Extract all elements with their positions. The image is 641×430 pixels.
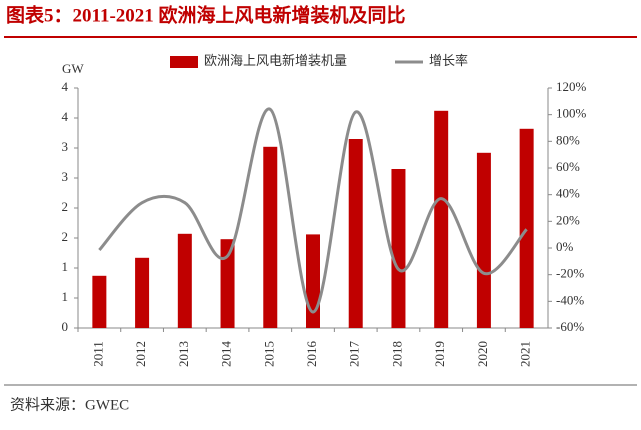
y2-tick-label: 120% xyxy=(556,79,587,94)
y2-tick-label: 100% xyxy=(556,106,587,121)
x-tick-label: 2018 xyxy=(389,341,404,367)
bar xyxy=(220,239,235,328)
y-tick-label: 0 xyxy=(62,319,69,334)
y-tick-label: 2 xyxy=(62,229,69,244)
x-tick-label: 2021 xyxy=(518,341,533,367)
bar xyxy=(92,275,107,328)
bar xyxy=(135,257,150,328)
x-tick-label: 2013 xyxy=(176,341,191,367)
y2-tick-label: -60% xyxy=(556,319,584,334)
x-tick-label: 2017 xyxy=(347,341,362,368)
x-tick-label: 2014 xyxy=(219,341,234,368)
y-tick-label: 4 xyxy=(62,109,69,124)
x-tick-label: 2020 xyxy=(475,341,490,367)
y2-tick-label: 40% xyxy=(556,186,580,201)
bar xyxy=(177,233,192,328)
y2-tick-label: -40% xyxy=(556,292,584,307)
chart-title: 图表5：2011-2021 欧洲海上风电新增装机及同比 xyxy=(6,3,406,26)
y-tick-label: 2 xyxy=(62,199,69,214)
bar xyxy=(263,146,278,328)
y2-tick-label: -20% xyxy=(556,266,584,281)
bar xyxy=(519,128,534,328)
y2-tick-label: 60% xyxy=(556,159,580,174)
x-tick-label: 2016 xyxy=(304,341,319,368)
y-tick-label: 3 xyxy=(62,169,69,184)
x-tick-label: 2015 xyxy=(261,341,276,367)
y-tick-label: 3 xyxy=(62,139,69,154)
y2-tick-label: 80% xyxy=(556,132,580,147)
y-tick-label: 1 xyxy=(62,289,69,304)
source: 资料来源：GWEC xyxy=(10,396,129,413)
y-tick-label: 1 xyxy=(62,259,69,274)
x-tick-label: 2011 xyxy=(90,341,105,367)
legend-label: 欧洲海上风电新增装机量 xyxy=(204,53,347,68)
bar xyxy=(391,169,406,328)
bar xyxy=(476,152,491,328)
y-tick-label: 4 xyxy=(62,79,69,94)
bar xyxy=(306,234,320,328)
y2-tick-label: 0% xyxy=(556,239,574,254)
y2-tick-label: 20% xyxy=(556,212,580,227)
bar xyxy=(434,110,449,328)
legend-swatch xyxy=(170,56,198,68)
bar xyxy=(348,139,363,328)
y-axis-label: GW xyxy=(62,61,84,76)
x-tick-label: 2019 xyxy=(432,341,447,367)
legend-label: 增长率 xyxy=(429,53,468,68)
line xyxy=(98,107,528,314)
x-tick-label: 2012 xyxy=(133,341,148,367)
